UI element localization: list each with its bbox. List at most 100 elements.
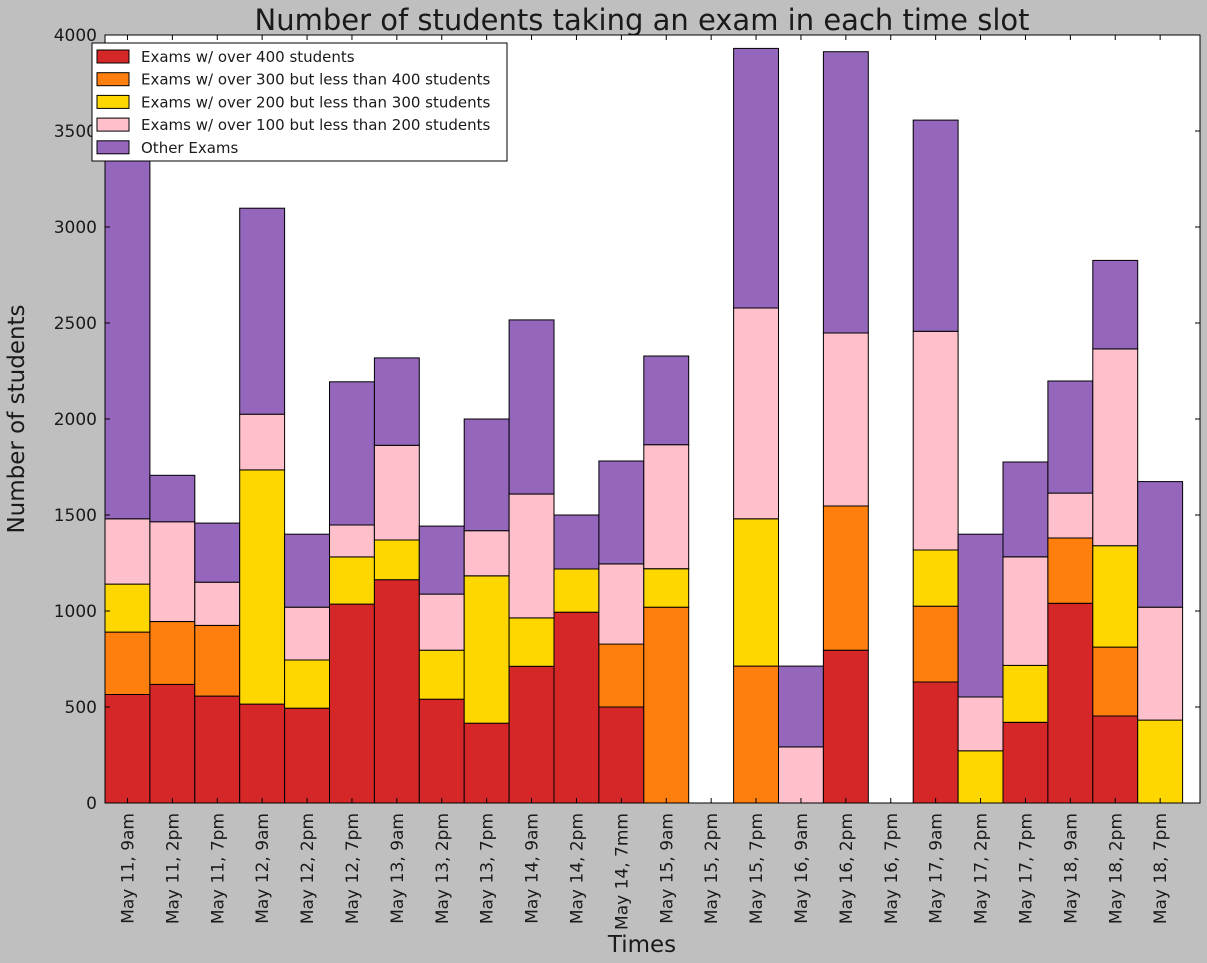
- legend-swatch: [96, 140, 130, 155]
- bar-segment: [912, 119, 959, 332]
- bar-segment: [239, 469, 286, 705]
- y-tick-label: 1500: [54, 506, 97, 526]
- bar-segment: [643, 568, 690, 608]
- x-tick-label: May 13, 7pm: [478, 813, 498, 924]
- y-tick-label: 1000: [54, 602, 97, 622]
- x-tick-label: May 13, 2pm: [433, 813, 453, 924]
- bar-segment: [149, 474, 196, 523]
- bar-segment: [194, 522, 241, 583]
- bar-segment: [463, 418, 510, 532]
- bar-segment: [239, 207, 286, 415]
- bar-segment: [284, 707, 331, 804]
- bar-segment: [284, 533, 331, 608]
- bar-segment: [912, 330, 959, 551]
- bar-segment: [598, 460, 645, 565]
- bar-segment: [508, 617, 555, 667]
- bar-segment: [104, 631, 151, 695]
- bar-segment: [822, 51, 869, 334]
- legend: Exams w/ over 400 students Exams w/ over …: [91, 42, 508, 162]
- bar-segment: [418, 593, 465, 651]
- x-tick-label: May 12, 2pm: [298, 813, 318, 924]
- x-tick-label: May 17, 7pm: [1016, 813, 1036, 924]
- bar-segment: [284, 606, 331, 661]
- x-tick-label: May 11, 2pm: [163, 813, 183, 924]
- legend-label: Exams w/ over 300 but less than 400 stud…: [141, 71, 491, 89]
- bar-segment: [463, 530, 510, 577]
- y-tick-label: 2500: [54, 314, 97, 334]
- legend-swatch: [96, 117, 130, 132]
- x-tick-label: May 12, 9am: [253, 813, 273, 924]
- x-tick-label: May 14, 9am: [523, 813, 543, 924]
- bar-segment: [463, 575, 510, 724]
- x-tick-label: May 15, 2pm: [702, 813, 722, 924]
- bar-segment: [957, 696, 1004, 752]
- bar-segment: [1092, 348, 1139, 547]
- legend-swatch: [96, 49, 130, 64]
- chart-title: Number of students taking an exam in eac…: [255, 3, 1030, 37]
- bar-segment: [643, 355, 690, 446]
- bar-segment: [912, 605, 959, 683]
- bar-segment: [463, 722, 510, 804]
- bar-segment: [822, 505, 869, 651]
- x-tick-label: May 17, 9am: [927, 813, 947, 924]
- x-tick-label: May 16, 7pm: [882, 813, 902, 924]
- bar-segment: [508, 493, 555, 619]
- bar-segment: [822, 332, 869, 507]
- x-tick-label: May 16, 9am: [792, 813, 812, 924]
- bar-segment: [329, 524, 375, 558]
- bar-segment: [284, 659, 331, 709]
- bar-segment: [329, 603, 375, 804]
- x-tick-label: May 17, 2pm: [972, 813, 992, 924]
- y-axis-label: Number of students: [4, 304, 30, 533]
- bar-segment: [508, 319, 555, 495]
- bar-segment: [1047, 537, 1094, 604]
- legend-label: Other Exams: [141, 139, 239, 157]
- bar-segment: [104, 583, 151, 633]
- x-tick-label: May 14, 2pm: [567, 813, 587, 924]
- bar-segment: [104, 518, 151, 585]
- bar-segment: [508, 665, 555, 804]
- bar-segment: [553, 568, 600, 613]
- bar-segment: [733, 518, 779, 667]
- bar-segment: [373, 579, 420, 804]
- bar-segment: [1002, 556, 1049, 666]
- bar-segment: [1092, 715, 1139, 804]
- bar-segment: [733, 665, 779, 804]
- bar-segment: [194, 581, 241, 626]
- bar-segment: [194, 624, 241, 697]
- bar-segment: [1047, 602, 1094, 804]
- x-tick-label: May 13, 9am: [388, 813, 408, 924]
- bar-segment: [957, 533, 1004, 698]
- bar-segment: [778, 746, 824, 804]
- legend-label: Exams w/ over 400 students: [141, 48, 355, 66]
- bar-segment: [373, 444, 420, 541]
- y-tick-label: 500: [65, 698, 97, 718]
- x-tick-label: May 18, 2pm: [1106, 813, 1126, 924]
- bar-segment: [418, 698, 465, 804]
- bar-segment: [329, 381, 375, 526]
- bar-segment: [598, 643, 645, 708]
- bar-segment: [104, 103, 151, 520]
- bar-segment: [1047, 380, 1094, 494]
- bar-segment: [553, 611, 600, 804]
- y-tick-label: 4000: [54, 26, 97, 46]
- x-tick-label: May 12, 7pm: [343, 813, 363, 924]
- bar-segment: [373, 357, 420, 446]
- bar-segment: [1047, 492, 1094, 539]
- bar-segment: [329, 556, 375, 605]
- bar-segment: [1092, 545, 1139, 648]
- bar-segment: [778, 665, 824, 748]
- bars-group: [104, 47, 1184, 804]
- bar-segment: [149, 621, 196, 685]
- x-tick-label: May 11, 7pm: [208, 813, 228, 924]
- bar-segment: [1137, 719, 1184, 804]
- bar-segment: [418, 525, 465, 595]
- x-tick-label: May 15, 9am: [657, 813, 677, 924]
- y-tick-label: 0: [86, 794, 97, 814]
- bar-segment: [912, 549, 959, 607]
- bar-segment: [957, 750, 1004, 804]
- bar-segment: [1002, 664, 1049, 723]
- x-tick-label: May 14, 7mm: [612, 813, 632, 930]
- bar-segment: [1092, 259, 1139, 350]
